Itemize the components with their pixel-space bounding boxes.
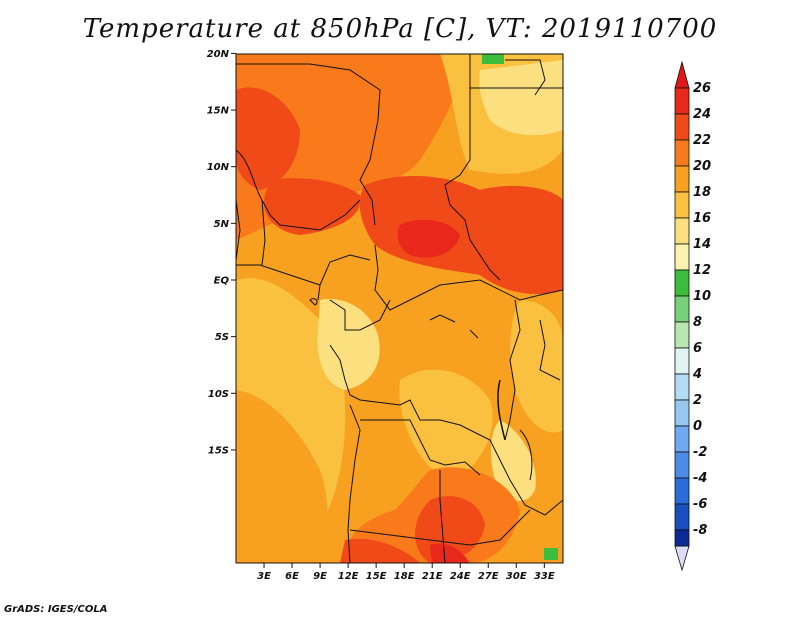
- latitude-axis: 20N 15N 10N 5N EQ 5S 10S 15S: [207, 49, 236, 456]
- colorbar-swatch: [674, 113, 690, 141]
- field-green-patch-south: [544, 548, 558, 560]
- field-atlantic-south: [236, 390, 328, 563]
- country-borders: [236, 54, 563, 563]
- field-green-patch-north: [482, 54, 504, 64]
- lon-tick-label: 30E: [506, 571, 527, 582]
- field-namibia-hot: [340, 538, 420, 563]
- lat-tick-label: 10S: [208, 389, 229, 400]
- lat-tick-label: 20N: [207, 49, 230, 60]
- map-frame: [235, 53, 564, 564]
- field-congo-light: [317, 299, 380, 390]
- colorbar-label: -6: [693, 497, 707, 512]
- field-northwest-hot: [236, 87, 300, 190]
- lat-tick-label: EQ: [214, 276, 230, 287]
- lat-tick-label: 15N: [207, 106, 230, 117]
- lat-tick-label: 10N: [207, 162, 230, 173]
- colorbar-swatch: [674, 425, 690, 453]
- field-rift-cool: [490, 420, 536, 501]
- lon-tick-label: 18E: [394, 571, 415, 582]
- colorbar-swatch: [674, 243, 690, 271]
- chart-title: Temperature at 850hPa [C], VT: 201911070…: [82, 14, 718, 44]
- colorbar-label: -4: [693, 471, 707, 486]
- lon-tick-label: 21E: [422, 571, 443, 582]
- colorbar-label: 20: [693, 159, 711, 174]
- lon-tick-label: 15E: [366, 571, 387, 582]
- lon-tick-label: 33E: [534, 571, 555, 582]
- colorbar-label: 8: [693, 315, 702, 330]
- colorbar-swatch: [674, 191, 690, 219]
- field-car-core: [397, 219, 460, 258]
- field-kalahari-core: [430, 543, 470, 563]
- colorbar-bottom-arrow: [674, 545, 690, 572]
- colorbar-label: 2: [693, 393, 702, 408]
- lon-tick-label: 27E: [478, 571, 499, 582]
- temperature-map: [236, 54, 563, 563]
- colorbar-swatch: [674, 321, 690, 349]
- lat-tick-label: 15S: [208, 445, 229, 456]
- colorbar-label: 4: [692, 367, 702, 382]
- colorbar-swatch: [674, 217, 690, 245]
- colorbar-label: -8: [693, 523, 707, 538]
- lon-tick-label: 9E: [313, 571, 327, 582]
- colorbar-label: 24: [693, 107, 711, 122]
- colorbar-swatch: [674, 477, 690, 505]
- lat-tick-label: 5S: [215, 332, 229, 343]
- colorbar-label: 0: [693, 419, 702, 434]
- colorbar-swatch: [674, 503, 690, 531]
- colorbar-top-arrow: [674, 60, 690, 89]
- longitude-axis: 3E 6E 9E 12E 15E 18E 21E 24E 27E 30E 33E: [257, 563, 555, 582]
- field-northeast-cool: [479, 60, 563, 136]
- field-central-light: [399, 369, 493, 480]
- colorbar-swatch: [674, 451, 690, 479]
- lon-tick-label: 24E: [450, 571, 471, 582]
- grads-credit: GrADS: IGES/COLA: [4, 604, 108, 615]
- lat-tick-label: 5N: [214, 219, 230, 230]
- colorbar-swatch: [674, 399, 690, 427]
- field-niger-hot: [264, 178, 361, 235]
- colorbar-swatch: [674, 139, 690, 167]
- colorbar-swatch: [674, 87, 690, 115]
- colorbar-label: 6: [693, 341, 702, 356]
- colorbar-label: 12: [693, 263, 711, 278]
- colorbar-label: 26: [693, 81, 711, 96]
- colorbar-label: 14: [693, 237, 711, 252]
- lon-tick-label: 3E: [257, 571, 271, 582]
- colorbar-label: 22: [693, 133, 711, 148]
- colorbar-swatch: [674, 373, 690, 401]
- colorbar-label: 18: [693, 185, 711, 200]
- colorbar-swatch: [674, 529, 690, 547]
- colorbar-swatch: [674, 269, 690, 297]
- field-eastafrica-mild: [510, 300, 563, 433]
- lon-tick-label: 6E: [285, 571, 299, 582]
- colorbar-label: 16: [693, 211, 711, 226]
- colorbar-label: -2: [693, 445, 707, 460]
- field-sudan-hot: [359, 175, 563, 295]
- colorbar-swatch: [674, 347, 690, 375]
- colorbar-swatch: [674, 165, 690, 193]
- colorbar-swatch: [674, 295, 690, 323]
- colorbar-label: 10: [693, 289, 711, 304]
- lon-tick-label: 12E: [338, 571, 359, 582]
